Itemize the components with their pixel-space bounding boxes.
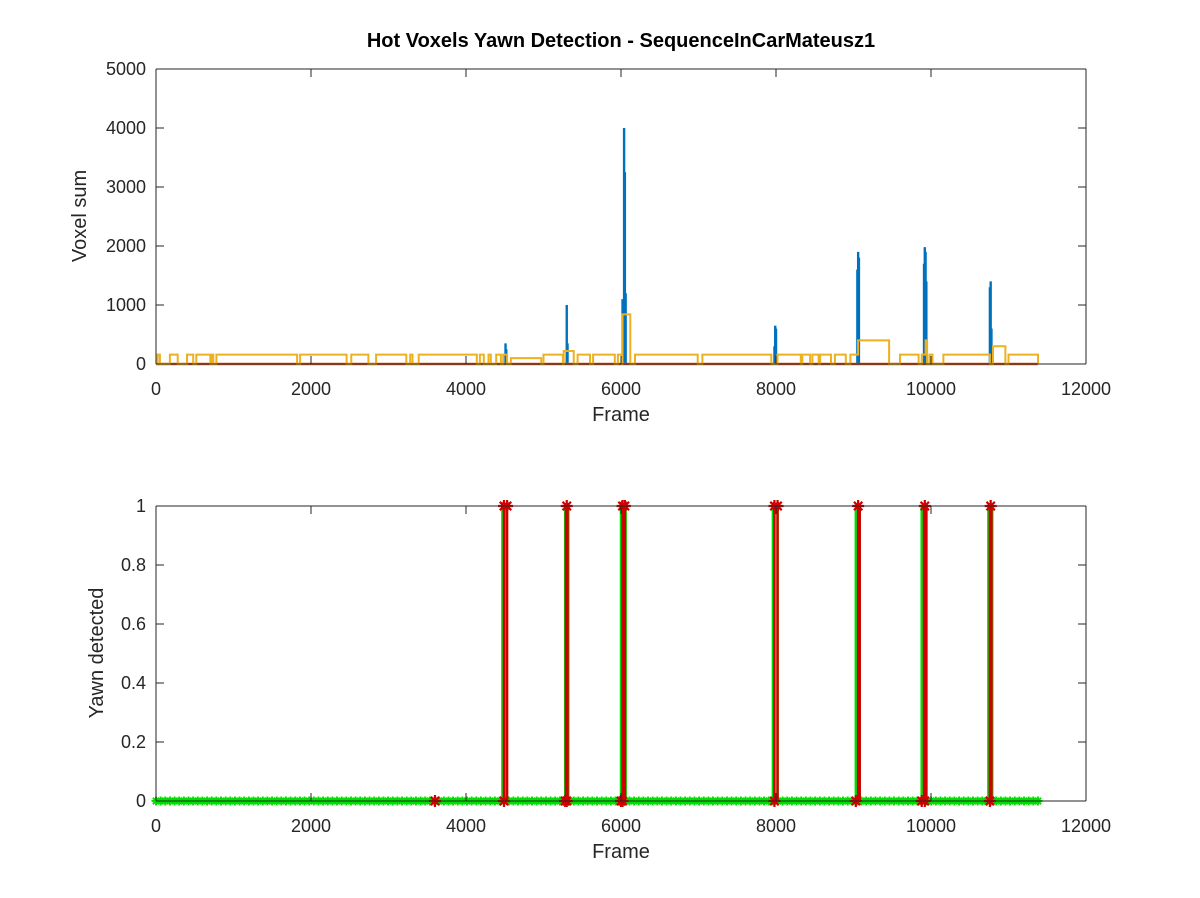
yawn-detected-x-tick-label: 6000	[601, 816, 641, 836]
voxel-sum-x-tick-label: 6000	[601, 379, 641, 399]
voxel-sum-ticks: 0 2000 4000 6000 8000 10000 12000 0 1000 2000 3000…	[106, 59, 1111, 399]
detection-pulse	[621, 504, 627, 801]
yawn-detected-y-axis-label: Yawn detected	[86, 588, 108, 719]
voxel-sum-x-axis-label: Frame	[592, 404, 650, 426]
detection-pulse	[564, 504, 569, 801]
yawn-detected-x-axis-label: Frame	[592, 841, 650, 863]
yawn-detected-y-tick-label: 0.4	[121, 673, 146, 693]
yawn-detected-y-tick-label: 1	[136, 496, 146, 516]
voxel-sum-x-tick-label: 8000	[756, 379, 796, 399]
yawn-detected-x-tick-label: 2000	[291, 816, 331, 836]
voxel-sum-y-tick-label: 0	[136, 354, 146, 374]
voxel-sum-x-tick-label: 0	[151, 379, 161, 399]
voxel-sum-y-tick-label: 5000	[106, 59, 146, 79]
voxel-sum-plot-area	[156, 69, 1086, 364]
yawn-detected-y-tick-label: 0	[136, 791, 146, 811]
yawn-detected-y-tick-label: 0.2	[121, 732, 146, 752]
voxel-sum-y-tick-label: 4000	[106, 118, 146, 138]
detection-pulse	[922, 504, 928, 801]
yawn-detected-axes: 0 2000 4000 6000 8000 10000 12000 0 0.2 0.4 0.6 0.8…	[86, 496, 1111, 863]
voxel-sum-x-tick-label: 10000	[906, 379, 956, 399]
voxel-sum-x-tick-label: 4000	[446, 379, 486, 399]
yawn-detected-x-tick-label: 10000	[906, 816, 956, 836]
voxel-sum-x-tick-label: 12000	[1061, 379, 1111, 399]
voxel-sum-x-tick-label: 2000	[291, 379, 331, 399]
yawn-detected-x-tick-label: 4000	[446, 816, 486, 836]
voxel-sum-series-group	[156, 128, 1039, 366]
voxel-sum-y-axis-label: Voxel sum	[69, 170, 91, 262]
detection-pulse	[856, 504, 861, 801]
yawn-detected-x-tick-label: 0	[151, 816, 161, 836]
chart-title: Hot Voxels Yawn Detection - SequenceInCa…	[367, 30, 875, 52]
detection-pulse	[988, 504, 993, 801]
yawn-detected-x-tick-label: 12000	[1061, 816, 1111, 836]
voxel-sum-y-tick-label: 2000	[106, 236, 146, 256]
yawn-detected-x-tick-label: 8000	[756, 816, 796, 836]
yawn-detected-y-tick-label: 0.8	[121, 555, 146, 575]
voxel-sum-axes: 0 2000 4000 6000 8000 10000 12000 0 1000 2000 3000…	[69, 59, 1111, 426]
yawn-detected-ticks: 0 2000 4000 6000 8000 10000 12000 0 0.2 0.4 0.6 0.8…	[121, 496, 1111, 836]
yawn-detected-y-tick-label: 0.6	[121, 614, 146, 634]
voxel-sum-y-tick-label: 1000	[106, 295, 146, 315]
voxel-sum-y-tick-label: 3000	[106, 177, 146, 197]
